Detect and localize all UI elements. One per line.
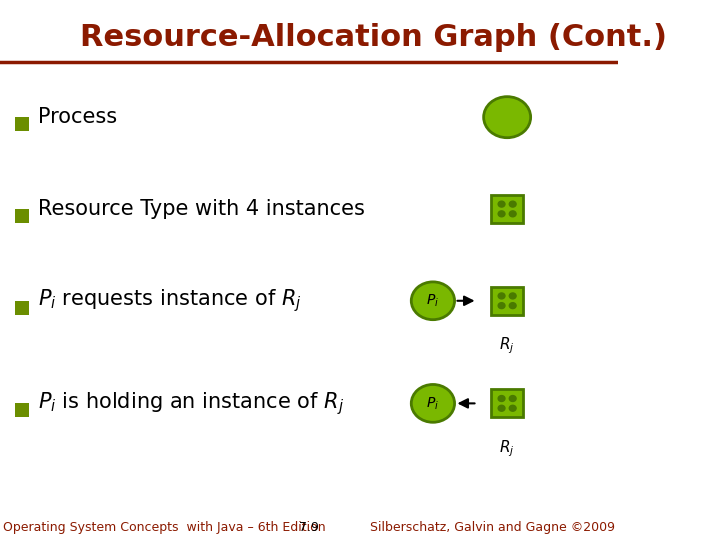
Circle shape bbox=[498, 293, 505, 299]
Circle shape bbox=[484, 97, 531, 138]
FancyBboxPatch shape bbox=[15, 117, 29, 131]
Circle shape bbox=[498, 302, 505, 309]
FancyBboxPatch shape bbox=[15, 301, 29, 315]
Circle shape bbox=[411, 282, 454, 320]
Text: $P_i$: $P_i$ bbox=[426, 395, 439, 411]
FancyBboxPatch shape bbox=[491, 195, 523, 223]
Text: $P_i$: $P_i$ bbox=[426, 293, 439, 309]
FancyBboxPatch shape bbox=[15, 209, 29, 223]
FancyBboxPatch shape bbox=[15, 403, 29, 417]
Text: $P_i$ is holding an instance of $R_j$: $P_i$ is holding an instance of $R_j$ bbox=[38, 390, 345, 417]
Text: Operating System Concepts  with Java – 6th Edition: Operating System Concepts with Java – 6t… bbox=[3, 521, 325, 534]
Text: $R_j$: $R_j$ bbox=[500, 438, 515, 459]
Circle shape bbox=[509, 395, 516, 402]
Circle shape bbox=[498, 211, 505, 217]
Text: Silberschatz, Galvin and Gagne ©2009: Silberschatz, Galvin and Gagne ©2009 bbox=[370, 521, 616, 534]
Text: 7.9: 7.9 bbox=[300, 521, 319, 534]
Text: $R_j$: $R_j$ bbox=[500, 336, 515, 356]
Circle shape bbox=[498, 201, 505, 207]
Circle shape bbox=[411, 384, 454, 422]
Circle shape bbox=[509, 201, 516, 207]
Circle shape bbox=[498, 395, 505, 402]
Circle shape bbox=[509, 405, 516, 411]
Circle shape bbox=[509, 211, 516, 217]
FancyBboxPatch shape bbox=[491, 389, 523, 417]
Text: Resource Type with 4 instances: Resource Type with 4 instances bbox=[38, 199, 365, 219]
Text: $P_i$ requests instance of $R_j$: $P_i$ requests instance of $R_j$ bbox=[38, 287, 302, 314]
Text: Resource-Allocation Graph (Cont.): Resource-Allocation Graph (Cont.) bbox=[81, 23, 667, 52]
Text: Process: Process bbox=[38, 107, 117, 127]
Circle shape bbox=[509, 302, 516, 309]
Circle shape bbox=[509, 293, 516, 299]
FancyBboxPatch shape bbox=[491, 287, 523, 315]
Circle shape bbox=[498, 405, 505, 411]
